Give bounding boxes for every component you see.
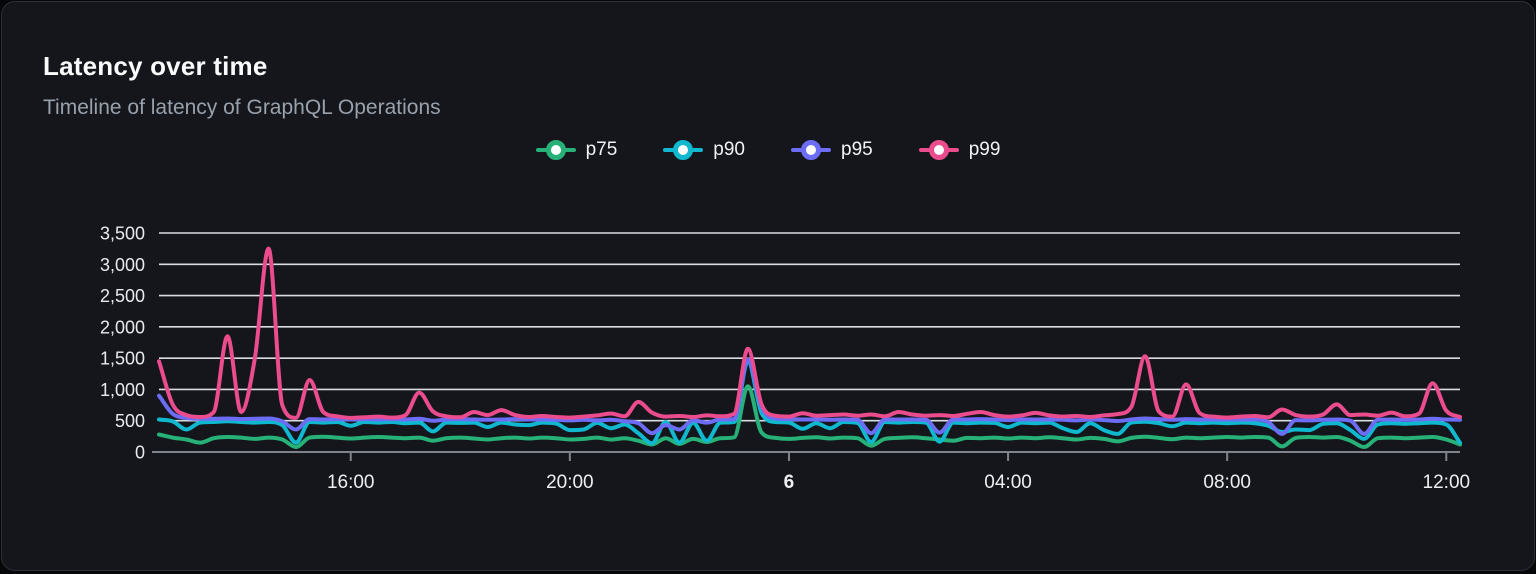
legend-item-p75[interactable]: p75 bbox=[535, 139, 618, 161]
y-axis-label: 3,500 bbox=[100, 224, 145, 244]
y-axis-label: 1,500 bbox=[100, 349, 145, 369]
series-line-p75 bbox=[157, 384, 1462, 449]
x-axis-label: 20:00 bbox=[546, 472, 594, 493]
y-axis-label: 500 bbox=[115, 411, 145, 431]
x-axis-label: 6 bbox=[784, 472, 795, 493]
legend-marker-p75-icon bbox=[535, 140, 576, 160]
series-line-p99 bbox=[157, 246, 1462, 420]
legend-item-p99[interactable]: p99 bbox=[918, 139, 1001, 161]
legend-item-p90[interactable]: p90 bbox=[663, 139, 745, 161]
legend-marker-p95-icon bbox=[791, 140, 831, 160]
legend-label-p99: p99 bbox=[968, 139, 1001, 160]
series-line-p95 bbox=[157, 357, 1462, 436]
x-axis-label: 12:00 bbox=[1423, 472, 1471, 493]
x-axis-label: 08:00 bbox=[1203, 472, 1251, 493]
x-axis-label: 04:00 bbox=[984, 472, 1032, 493]
legend-label-p75: p75 bbox=[585, 139, 618, 160]
y-axis-label: 2,000 bbox=[100, 317, 145, 337]
series-line-p90 bbox=[157, 359, 1462, 446]
page-title: Latency over time bbox=[43, 51, 268, 81]
chart-legend: p75 p90 p95 p99 bbox=[2, 139, 1534, 161]
y-axis-label: 3,000 bbox=[100, 255, 145, 275]
legend-marker-p90-icon bbox=[663, 140, 704, 160]
legend-item-p95[interactable]: p95 bbox=[791, 139, 873, 161]
legend-label-p95: p95 bbox=[841, 139, 873, 160]
page-subtitle: Timeline of latency of GraphQL Operation… bbox=[43, 96, 441, 119]
y-axis-label: 0 bbox=[135, 443, 145, 463]
y-axis-label: 1,000 bbox=[100, 380, 145, 400]
legend-label-p90: p90 bbox=[713, 139, 745, 160]
legend-marker-p99-icon bbox=[918, 140, 959, 160]
y-axis-label: 2,500 bbox=[100, 286, 145, 306]
x-axis-label: 16:00 bbox=[327, 472, 375, 493]
